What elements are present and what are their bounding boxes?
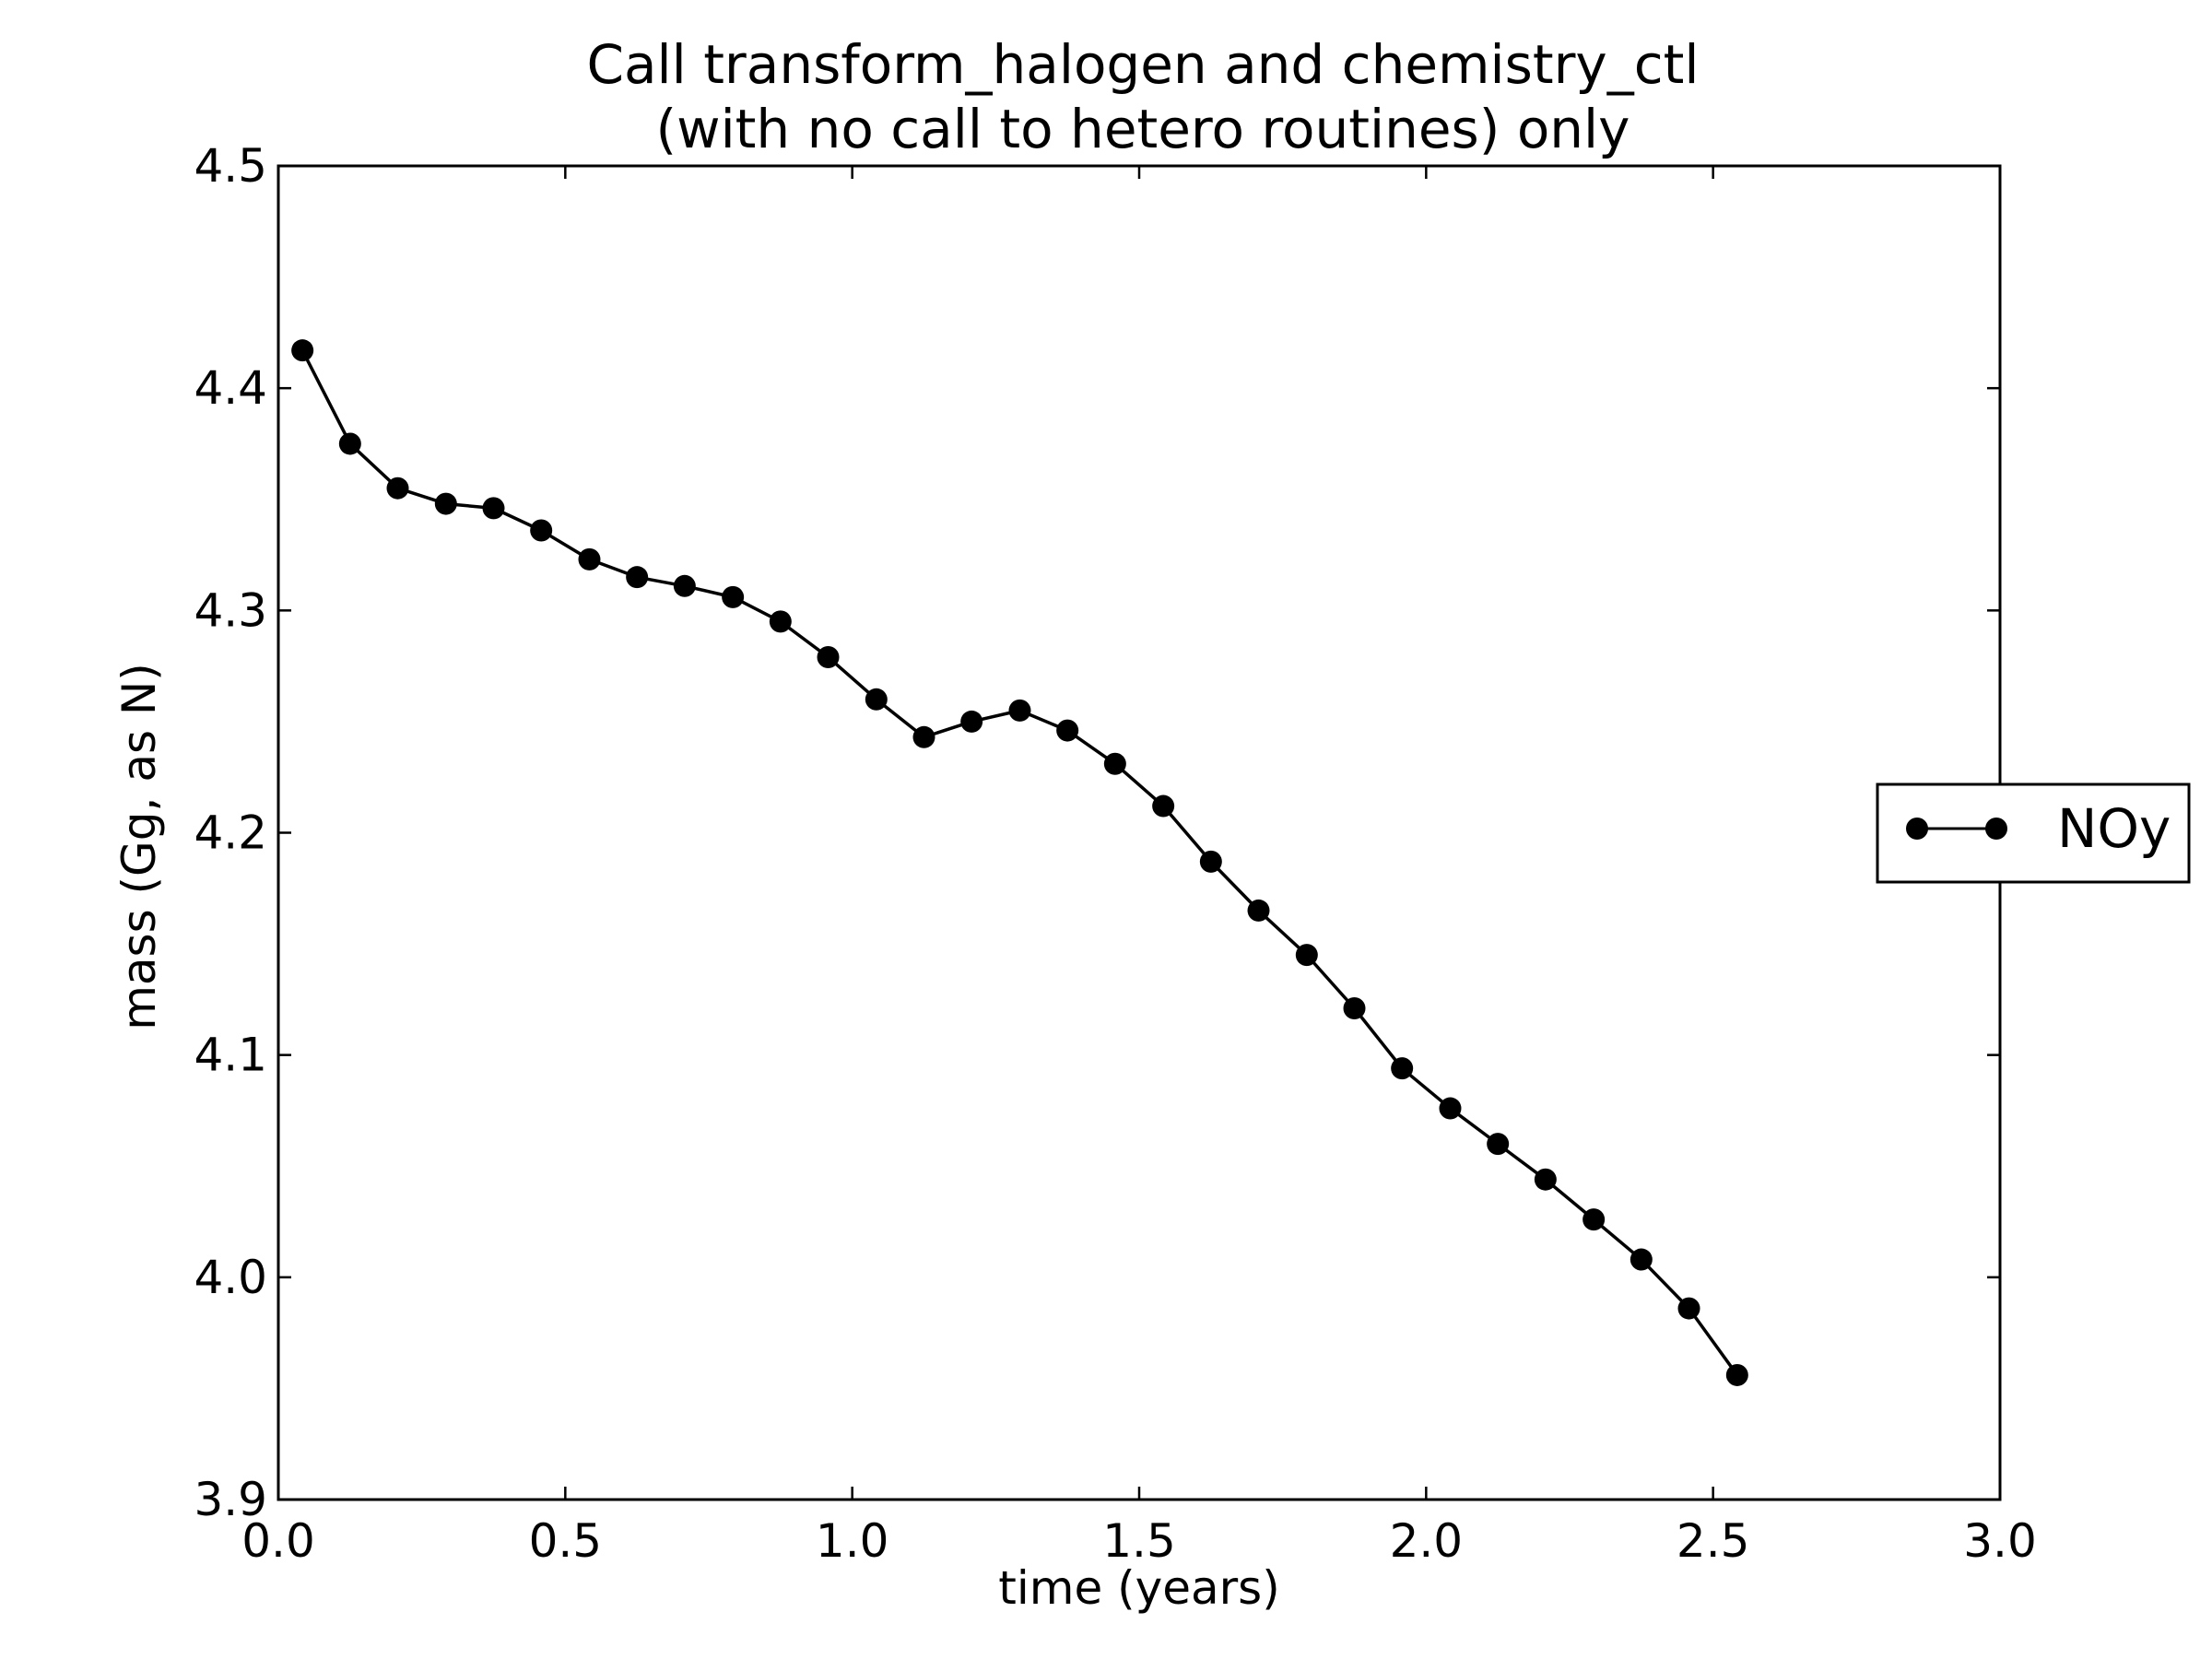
data-point (817, 645, 840, 668)
y-tick-label: 4.4 (194, 361, 267, 415)
y-tick-label: 4.0 (194, 1251, 267, 1304)
y-tick-label: 3.9 (194, 1473, 267, 1526)
data-point (1487, 1133, 1510, 1156)
data-point (912, 725, 935, 748)
chart-title: Call transform_halogen and chemistry_ctl… (586, 33, 1699, 160)
x-tick-label: 2.0 (1390, 1514, 1464, 1568)
data-point (1534, 1168, 1557, 1191)
x-axis-label: time (years) (998, 1561, 1279, 1615)
data-point (769, 610, 792, 633)
legend-entry-noy: NOy (2057, 797, 2171, 860)
data-point (1199, 850, 1222, 873)
data-point (1725, 1363, 1748, 1386)
data-point (722, 585, 745, 608)
data-point (1152, 794, 1175, 818)
data-point (338, 432, 361, 455)
data-point (1439, 1097, 1462, 1120)
y-tick-labels: 3.9 4.0 4.1 4.2 4.3 4.4 4.5 (194, 139, 267, 1526)
y-tick-label: 4.5 (194, 139, 267, 193)
y-axis-label: mass (Gg, as N) (112, 663, 166, 1030)
data-point (291, 339, 314, 362)
series-noy (291, 339, 1748, 1386)
data-point (960, 710, 983, 733)
x-tick-label: 0.5 (529, 1514, 603, 1568)
y-tick-label: 4.2 (194, 806, 267, 860)
data-point (1008, 699, 1031, 722)
data-point (1391, 1057, 1414, 1080)
y-tick-label: 4.1 (194, 1029, 267, 1082)
y-tick-label: 4.3 (194, 583, 267, 637)
series-line (300, 349, 1739, 1376)
data-point (1677, 1297, 1700, 1320)
x-tick-label: 2.5 (1677, 1514, 1750, 1568)
x-tick-label: 0.0 (241, 1514, 315, 1568)
data-point (1630, 1248, 1653, 1271)
data-point (1583, 1208, 1606, 1231)
data-point (1056, 719, 1079, 742)
x-tick-label: 1.0 (816, 1514, 889, 1568)
x-tick-label: 3.0 (1963, 1514, 2037, 1568)
data-point (482, 497, 505, 520)
legend-marker (1985, 818, 2007, 840)
data-point (626, 566, 649, 589)
plot-area-frame (276, 164, 2002, 1501)
data-point (1295, 944, 1318, 967)
data-point (578, 547, 601, 571)
legend-marker (1906, 818, 1928, 840)
data-point (386, 477, 409, 500)
data-point (1103, 752, 1126, 775)
legend-box (1876, 782, 2191, 884)
data-point (1247, 899, 1270, 922)
data-point (530, 519, 553, 542)
x-tick-label: 1.5 (1102, 1514, 1176, 1568)
legend: NOy (1876, 782, 2191, 884)
axis-ticks (276, 164, 2002, 1501)
data-point (434, 492, 457, 515)
data-point (673, 574, 696, 597)
x-tick-labels: 0.0 0.5 1.0 1.5 2.0 2.5 3.0 (241, 1514, 2037, 1568)
chart-title-line-1: Call transform_halogen and chemistry_ctl (586, 33, 1699, 96)
chart-title-line-2: (with no call to hetero routines) only (656, 98, 1630, 160)
data-point (865, 688, 888, 711)
data-point (1343, 997, 1366, 1020)
